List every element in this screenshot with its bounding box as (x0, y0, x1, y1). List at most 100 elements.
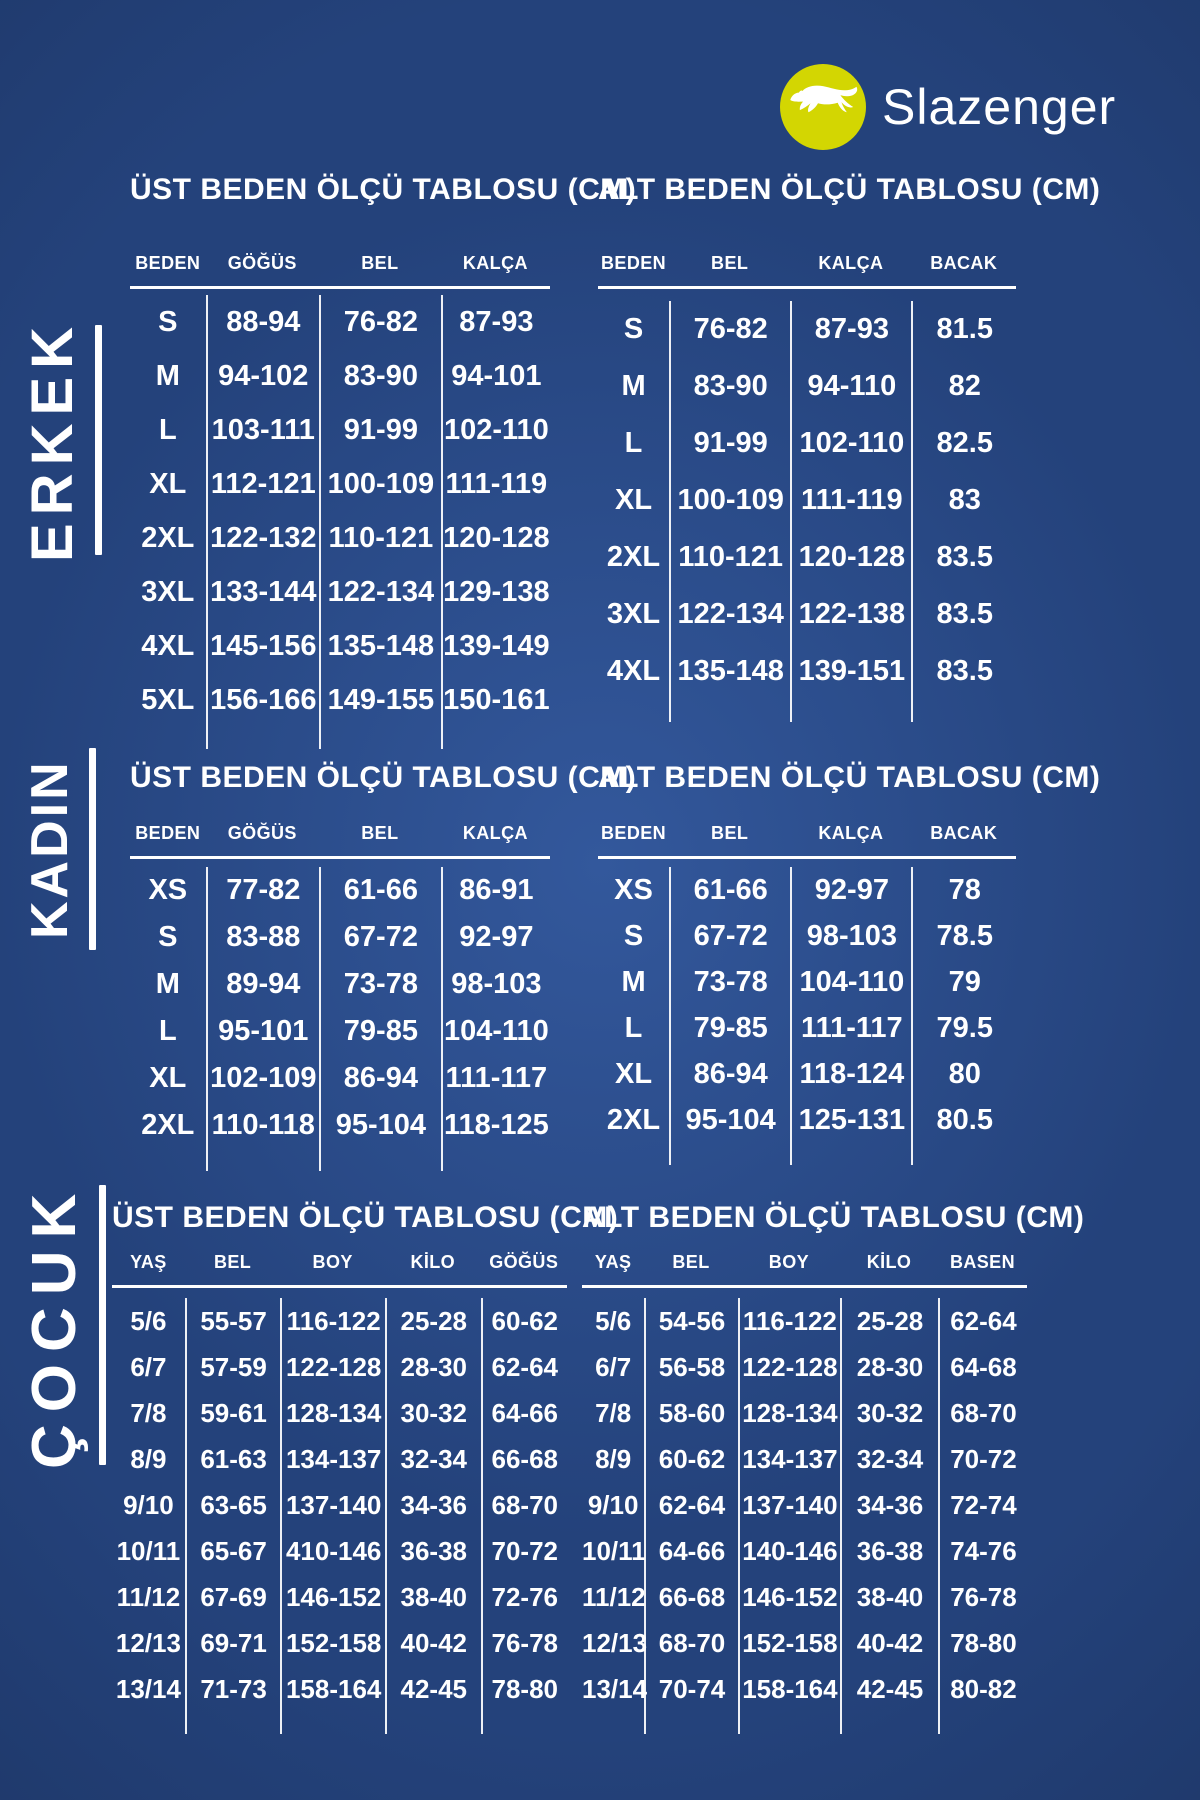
rule-extension-cell (440, 727, 550, 749)
measure-cell: 118-125 (440, 1102, 550, 1149)
size-cell: 13/14 (115, 1674, 181, 1704)
table-header-row: BEDEN GÖĞÜS BEL KALÇA (130, 822, 550, 859)
column-header: BEL (711, 253, 749, 273)
measure-cell: 63-65 (184, 1482, 281, 1528)
table-kadin-ust: ÜST BEDEN ÖLÇÜ TABLOSU (CM) BEDEN GÖĞÜS BEL… (130, 760, 636, 1171)
rule-extension-cell (937, 1712, 1027, 1734)
measure-cell: 134-137 (280, 1436, 385, 1482)
measure-cell: 83.5 (911, 529, 1016, 586)
measure-cell: 77-82 (205, 867, 319, 914)
table-title: ALT BEDEN ÖLÇÜ TABLOSU (CM) (598, 173, 1101, 206)
measure-cell: 76-82 (318, 295, 441, 349)
measure-cell: 69-71 (184, 1620, 281, 1666)
measure-cell: 78-80 (480, 1666, 567, 1712)
section-label-kadin: KADIN (21, 748, 96, 950)
table-body: S 76-82 87-93 81.5 M 83-90 94-110 82 L 91-99 102-1… (598, 289, 1016, 722)
measure-cell: 98-103 (790, 913, 911, 959)
measure-cell: 410-146 (280, 1528, 385, 1574)
size-cell: S (158, 306, 178, 338)
rule-extension-cell (318, 727, 441, 749)
column-header: BEL (361, 823, 399, 843)
measure-cell: 38-40 (840, 1574, 938, 1620)
size-cell: 12/13 (115, 1628, 181, 1658)
column-header: BACAK (930, 253, 998, 273)
column-header: GÖĞÜS (227, 253, 297, 273)
measure-cell: 122-132 (205, 511, 319, 565)
column-header: BEDEN (135, 823, 201, 843)
size-cell: 11/12 (116, 1582, 181, 1612)
measure-cell: 95-104 (669, 1097, 790, 1143)
measure-cell: 88-94 (205, 295, 319, 349)
measure-cell: 71-73 (184, 1666, 281, 1712)
column-header: BEL (672, 1252, 710, 1272)
measure-cell: 86-94 (318, 1055, 441, 1102)
rule-extension-cell (790, 700, 911, 722)
slazenger-panther-icon (780, 64, 866, 150)
size-cell: M (621, 370, 646, 402)
measure-cell: 36-38 (840, 1528, 938, 1574)
measure-cell: 61-66 (669, 867, 790, 913)
column-header: BASEN (949, 1252, 1015, 1272)
size-cell: S (158, 921, 178, 953)
measure-cell: 61-63 (184, 1436, 281, 1482)
measure-cell: 34-36 (840, 1482, 938, 1528)
measure-cell: 111-119 (440, 457, 550, 511)
rule-extension-cell (644, 1712, 737, 1734)
size-cell: L (624, 427, 643, 459)
measure-cell: 78.5 (911, 913, 1016, 959)
table-title: ALT BEDEN ÖLÇÜ TABLOSU (CM) (598, 761, 1101, 794)
measure-cell: 139-151 (790, 643, 911, 700)
measure-cell: 72-74 (937, 1482, 1027, 1528)
table-header-row: YAŞ BEL BOY KİLO BASEN (582, 1251, 1027, 1288)
section-label-cocuk: ÇOCUK (20, 1181, 106, 1469)
measure-cell: 66-68 (480, 1436, 567, 1482)
measure-cell: 30-32 (840, 1390, 938, 1436)
table-cocuk-alt: ALT BEDEN ÖLÇÜ TABLOSU (CM) YAŞ BEL BOY KİLO… (582, 1200, 1085, 1734)
table-body: S 88-94 76-82 87-93 M 94-102 83-90 94-101 L 103-1… (130, 289, 550, 749)
size-cell: 3XL (606, 598, 661, 630)
measure-cell: 82 (911, 358, 1016, 415)
table-title: ALT BEDEN ÖLÇÜ TABLOSU (CM) (582, 1201, 1085, 1234)
table-title: ÜST BEDEN ÖLÇÜ TABLOSU (CM) (130, 173, 637, 206)
measure-cell: 61-66 (318, 867, 441, 914)
measure-cell: 60-62 (480, 1298, 567, 1344)
measure-cell: 36-38 (384, 1528, 481, 1574)
measure-cell: 110-121 (318, 511, 441, 565)
section-label-erkek: ERKEK (20, 318, 102, 562)
measure-cell: 42-45 (840, 1666, 938, 1712)
measure-cell: 94-102 (205, 349, 319, 403)
size-cell: 11/12 (582, 1582, 646, 1612)
measure-cell: 158-164 (280, 1666, 385, 1712)
column-header: KALÇA (818, 823, 884, 843)
column-header: YAŞ (594, 1252, 632, 1272)
measure-cell: 102-110 (440, 403, 550, 457)
measure-cell: 55-57 (184, 1298, 281, 1344)
measure-cell: 32-34 (840, 1436, 938, 1482)
measure-cell: 68-70 (937, 1390, 1027, 1436)
size-cell: 8/9 (595, 1444, 632, 1474)
measure-cell: 78 (911, 867, 1016, 913)
section-label-bar (95, 325, 102, 555)
column-header: BEL (361, 253, 399, 273)
size-cell: L (158, 414, 177, 446)
rule-extension-cell (112, 1712, 185, 1734)
measure-cell: 100-109 (318, 457, 441, 511)
rule-extension-cell (669, 700, 790, 722)
measure-cell: 150-161 (440, 673, 550, 727)
table-erkek-alt: ALT BEDEN ÖLÇÜ TABLOSU (CM) BEDEN BEL KALÇA… (598, 172, 1101, 722)
brand-name: Slazenger (882, 79, 1117, 135)
size-cell: L (158, 1015, 177, 1047)
size-cell: 3XL (141, 576, 195, 608)
measure-cell: 149-155 (318, 673, 441, 727)
measure-cell: 92-97 (790, 867, 911, 913)
size-cell: 9/10 (587, 1490, 639, 1520)
measure-cell: 56-58 (644, 1344, 737, 1390)
measure-cell: 79-85 (318, 1008, 441, 1055)
measure-cell: 122-134 (669, 586, 790, 643)
size-cell: 12/13 (582, 1628, 648, 1658)
measure-cell: 76-78 (480, 1620, 567, 1666)
measure-cell: 91-99 (669, 415, 790, 472)
measure-cell: 82.5 (911, 415, 1016, 472)
measure-cell: 81.5 (911, 301, 1016, 358)
measure-cell: 95-104 (318, 1102, 441, 1149)
